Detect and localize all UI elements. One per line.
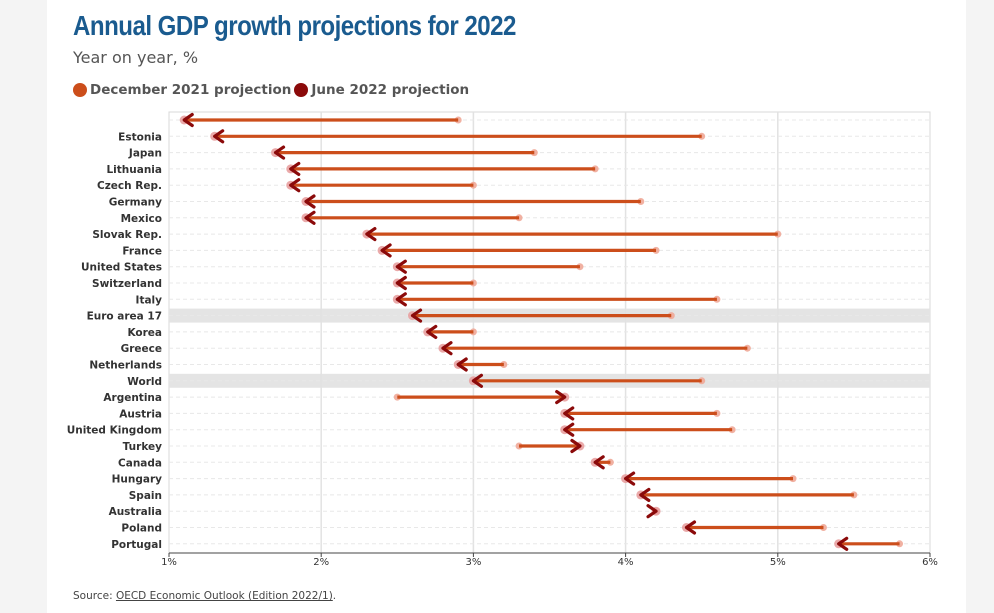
source-prefix: Source: — [73, 590, 116, 602]
legend-dot-december-icon — [73, 83, 87, 97]
change-arrowhead — [624, 471, 636, 486]
change-arrowhead — [426, 324, 438, 339]
change-arrowhead — [555, 390, 567, 405]
change-arrowhead — [365, 227, 377, 242]
category-label: Austria — [119, 408, 162, 420]
change-arrowhead — [380, 243, 392, 258]
change-arrowhead — [304, 194, 316, 209]
change-arrowhead — [456, 357, 468, 372]
category-label: Slovak Rep. — [92, 229, 162, 241]
category-label: Poland — [121, 523, 162, 535]
x-tick-label: 1% — [161, 557, 177, 568]
legend-item-june[interactable]: June 2022 projection — [294, 82, 469, 98]
category-label: Korea — [127, 327, 162, 339]
change-arrowhead — [289, 178, 301, 193]
category-label: Netherlands — [89, 360, 162, 372]
legend-label-december: December 2021 projection — [90, 82, 292, 98]
change-arrowhead — [639, 487, 651, 502]
change-arrowhead — [471, 373, 483, 388]
source-note: Source: OECD Economic Outlook (Edition 2… — [73, 590, 336, 602]
change-arrowhead — [410, 308, 423, 323]
change-arrowhead — [213, 129, 225, 144]
legend-item-december[interactable]: December 2021 projection — [73, 82, 291, 98]
change-arrowhead — [837, 536, 849, 551]
category-label: Argentina — [103, 392, 162, 404]
change-arrowhead — [646, 504, 658, 519]
legend-dot-june-icon — [294, 83, 309, 97]
category-label: Euro area 17 — [87, 311, 162, 323]
category-label: Germany — [109, 197, 162, 209]
x-tick-label: 3% — [465, 557, 481, 568]
category-label: Japan — [128, 148, 162, 160]
plot-area — [168, 111, 931, 554]
category-label: Turkey — [123, 441, 162, 453]
change-arrowhead — [395, 275, 407, 291]
x-tick-label: 6% — [922, 557, 938, 568]
category-label: Spain — [129, 490, 162, 502]
category-label: France — [122, 245, 162, 257]
change-arrowhead — [593, 455, 605, 470]
change-arrowhead — [563, 422, 575, 437]
category-label: Czech Rep. — [97, 180, 162, 192]
category-label: Lithuania — [106, 164, 162, 176]
change-arrowhead — [289, 161, 301, 176]
change-arrowhead — [273, 145, 286, 160]
category-label: Hungary — [112, 474, 163, 486]
change-arrowhead — [304, 210, 316, 225]
category-label: Australia — [109, 506, 162, 518]
category-label: Italy — [136, 294, 163, 306]
category-label: United Kingdom — [67, 425, 162, 437]
change-arrowhead — [395, 259, 407, 274]
category-label: Canada — [118, 457, 162, 469]
category-label: United States — [81, 262, 162, 274]
legend-label-june: June 2022 projection — [311, 82, 470, 98]
source-link[interactable]: OECD Economic Outlook (Edition 2022/1) — [115, 590, 333, 602]
chart-title: Annual GDP growth projections for 2022 — [73, 10, 516, 41]
category-label: Portugal — [111, 539, 162, 551]
legend: December 2021 projection June 2022 proje… — [73, 80, 472, 100]
x-tick-label: 5% — [770, 557, 786, 568]
change-arrowhead — [395, 292, 407, 307]
x-tick-label: 4% — [618, 557, 634, 568]
category-label: Greece — [121, 343, 162, 355]
change-arrowhead — [441, 341, 453, 356]
change-arrowhead — [563, 406, 575, 421]
change-arrowhead — [684, 520, 697, 535]
category-label: Estonia — [118, 131, 162, 143]
change-arrowhead — [182, 112, 194, 128]
source-suffix: . — [332, 590, 337, 602]
category-label: World — [127, 376, 162, 388]
category-label: Switzerland — [92, 278, 162, 290]
chart-subtitle: Year on year, % — [73, 48, 199, 67]
x-tick-label: 2% — [313, 557, 329, 568]
change-arrowhead — [570, 438, 582, 454]
category-label: Mexico — [121, 213, 162, 225]
